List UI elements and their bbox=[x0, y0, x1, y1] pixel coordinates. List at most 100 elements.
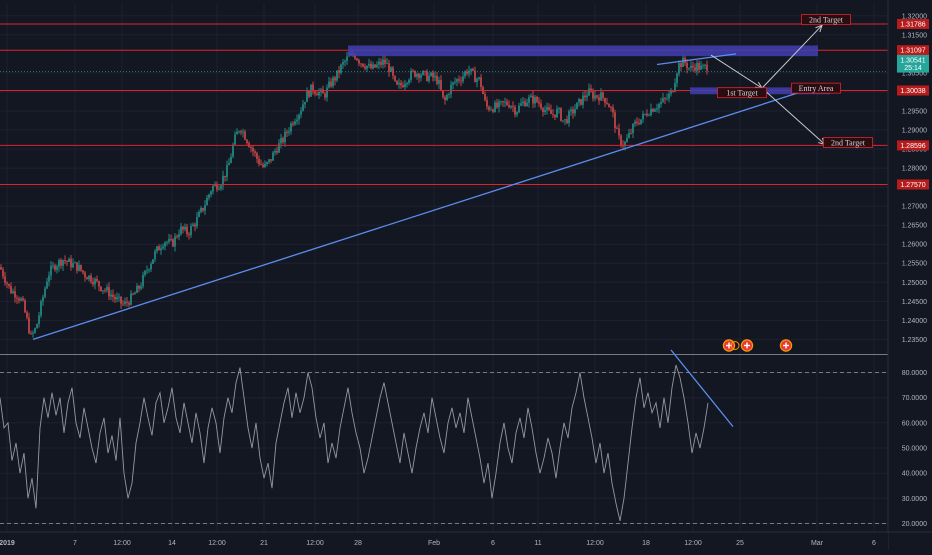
candle bbox=[624, 142, 626, 147]
price-tick-label: 1.29000 bbox=[902, 128, 927, 135]
candle bbox=[550, 109, 552, 115]
countdown-tag-bg bbox=[897, 62, 929, 73]
candle bbox=[330, 81, 332, 87]
price-tick-label: 1.26000 bbox=[902, 242, 927, 249]
event-marker-overlap[interactable] bbox=[730, 341, 740, 350]
candle bbox=[158, 246, 160, 251]
candle bbox=[296, 119, 298, 122]
candle bbox=[596, 95, 598, 98]
candle bbox=[678, 63, 680, 74]
time-tick-label: 25 bbox=[736, 540, 744, 547]
candle bbox=[6, 282, 8, 284]
candle bbox=[498, 101, 500, 108]
time-axis[interactable] bbox=[0, 532, 888, 550]
candle bbox=[524, 101, 526, 107]
candle bbox=[78, 264, 80, 271]
arrow-to-upper-target bbox=[761, 24, 823, 89]
candle bbox=[146, 270, 148, 272]
level-price-tag: 1.31097 bbox=[897, 45, 929, 56]
candle bbox=[516, 112, 518, 115]
candle bbox=[270, 159, 272, 161]
candle bbox=[696, 62, 698, 71]
candle bbox=[260, 164, 262, 165]
osc-tick-label: 60.0000 bbox=[902, 420, 927, 427]
candle bbox=[568, 111, 570, 124]
candle bbox=[100, 286, 102, 291]
candle bbox=[120, 296, 122, 304]
candle bbox=[236, 132, 238, 135]
event-marker-red-3[interactable] bbox=[779, 339, 793, 352]
candle bbox=[76, 262, 78, 271]
candle bbox=[638, 123, 640, 125]
candle bbox=[548, 107, 550, 110]
candle bbox=[126, 301, 128, 303]
candle bbox=[64, 260, 66, 261]
candle bbox=[66, 260, 68, 262]
candle bbox=[538, 101, 540, 104]
candle bbox=[214, 184, 216, 186]
candle bbox=[92, 281, 94, 285]
candle bbox=[114, 296, 116, 300]
candle bbox=[128, 302, 130, 305]
candle bbox=[414, 70, 416, 77]
candle bbox=[552, 114, 554, 115]
candle bbox=[182, 226, 184, 230]
candle bbox=[274, 150, 276, 153]
candle bbox=[142, 274, 144, 287]
level-price-tag-label: 1.27570 bbox=[900, 182, 925, 189]
candle bbox=[154, 251, 156, 260]
candle bbox=[54, 265, 56, 270]
candle bbox=[642, 114, 644, 120]
candle bbox=[136, 285, 138, 293]
candle bbox=[12, 291, 14, 294]
annotation-2nd-target-upper: 2nd Target bbox=[801, 14, 851, 26]
candle bbox=[404, 84, 406, 88]
candle bbox=[106, 287, 108, 291]
candle bbox=[680, 63, 682, 68]
candle bbox=[426, 71, 428, 81]
candle bbox=[224, 175, 226, 178]
time-tick-label: 12:00 bbox=[586, 540, 604, 547]
time-tick-label: 21 bbox=[260, 540, 268, 547]
candle bbox=[90, 275, 92, 282]
time-tick-label: 7 bbox=[73, 540, 77, 547]
candle bbox=[682, 57, 684, 68]
candle bbox=[372, 64, 374, 69]
price-tick-label: 1.28000 bbox=[902, 166, 927, 173]
candle bbox=[592, 91, 594, 99]
candle bbox=[18, 298, 20, 301]
candle bbox=[344, 60, 346, 63]
candle bbox=[314, 91, 316, 94]
candle bbox=[652, 108, 654, 112]
candle bbox=[654, 109, 656, 112]
candle bbox=[356, 58, 358, 61]
price-tick-label: 1.25000 bbox=[902, 280, 927, 287]
candle bbox=[698, 62, 700, 70]
candle bbox=[574, 109, 576, 114]
candle bbox=[640, 119, 642, 125]
candle bbox=[554, 114, 556, 118]
candle bbox=[198, 212, 200, 217]
price-axis[interactable] bbox=[888, 0, 932, 550]
candle bbox=[308, 90, 310, 97]
candle bbox=[110, 294, 112, 297]
level-price-tag: 1.30038 bbox=[897, 85, 929, 96]
candle bbox=[96, 278, 98, 282]
candle bbox=[484, 93, 486, 101]
candle bbox=[368, 63, 370, 66]
candle bbox=[620, 135, 622, 145]
candle bbox=[108, 287, 110, 297]
candle bbox=[542, 108, 544, 112]
candle bbox=[226, 165, 228, 178]
osc-tick-label: 20.0000 bbox=[902, 521, 927, 528]
event-marker-red-2[interactable] bbox=[740, 339, 754, 352]
level-price-tag-bg bbox=[897, 45, 929, 56]
annotation-box bbox=[801, 14, 851, 26]
candle bbox=[388, 63, 390, 72]
countdown-label: 25:14 bbox=[904, 65, 922, 72]
candle bbox=[510, 106, 512, 108]
candle bbox=[364, 66, 366, 69]
candle bbox=[480, 77, 482, 88]
